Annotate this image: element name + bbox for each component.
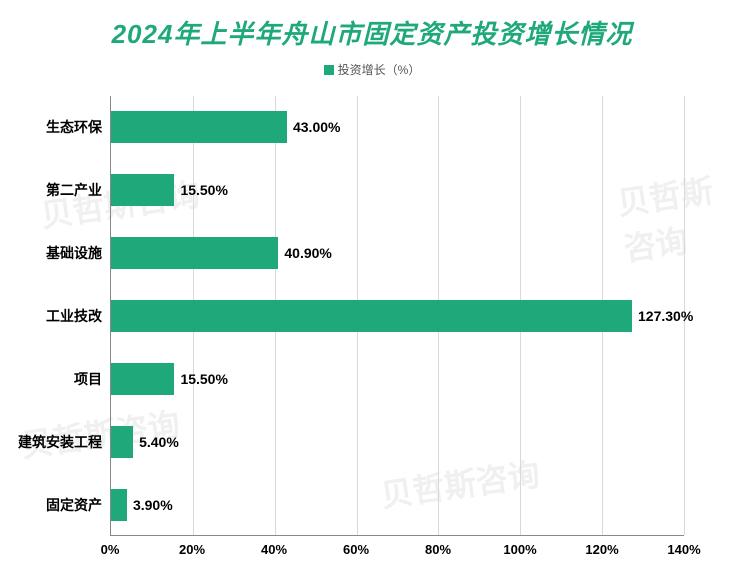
x-axis-ticks: 0%20%40%60%80%100%120%140% bbox=[110, 536, 684, 566]
plot-area: 43.00% 15.50% 40.90% 127.30% 15.50% 5.40% 3.90… bbox=[110, 96, 684, 536]
y-tick-label: 工业技改 bbox=[46, 306, 102, 326]
legend: 投资增长（%） bbox=[0, 61, 744, 78]
x-tick-label: 60% bbox=[343, 542, 369, 557]
legend-label: 投资增长（%） bbox=[338, 63, 421, 77]
bar: 127.30% bbox=[111, 300, 632, 332]
bar-value-label: 3.90% bbox=[133, 497, 173, 513]
y-tick-label: 建筑安装工程 bbox=[18, 432, 102, 452]
x-tick-label: 40% bbox=[261, 542, 287, 557]
bar: 3.90% bbox=[111, 489, 127, 521]
x-tick-label: 80% bbox=[425, 542, 451, 557]
x-tick-label: 20% bbox=[179, 542, 205, 557]
bar-value-label: 43.00% bbox=[293, 119, 340, 135]
bar: 43.00% bbox=[111, 111, 287, 143]
y-tick-label: 基础设施 bbox=[46, 243, 102, 263]
y-tick-label: 第二产业 bbox=[46, 180, 102, 200]
bar: 5.40% bbox=[111, 426, 133, 458]
bar-value-label: 127.30% bbox=[638, 308, 693, 324]
bar-value-label: 15.50% bbox=[180, 182, 227, 198]
x-tick-label: 140% bbox=[667, 542, 700, 557]
x-tick-label: 0% bbox=[101, 542, 120, 557]
bar-value-label: 15.50% bbox=[180, 371, 227, 387]
bar-value-label: 5.40% bbox=[139, 434, 179, 450]
bar: 15.50% bbox=[111, 363, 174, 395]
y-axis-labels: 生态环保第二产业基础设施工业技改项目建筑安装工程固定资产 bbox=[20, 96, 110, 536]
plot: 生态环保第二产业基础设施工业技改项目建筑安装工程固定资产 43.00% 15.50… bbox=[20, 96, 724, 566]
y-tick-label: 固定资产 bbox=[46, 495, 102, 515]
x-tick-label: 100% bbox=[503, 542, 536, 557]
bar-value-label: 40.90% bbox=[284, 245, 331, 261]
y-tick-label: 生态环保 bbox=[46, 117, 102, 137]
y-tick-label: 项目 bbox=[74, 369, 102, 389]
x-tick-label: 120% bbox=[585, 542, 618, 557]
legend-swatch bbox=[324, 65, 334, 75]
chart-title: 2024年上半年舟山市固定资产投资增长情况 bbox=[0, 0, 744, 51]
bar: 40.90% bbox=[111, 237, 278, 269]
bar: 15.50% bbox=[111, 174, 174, 206]
